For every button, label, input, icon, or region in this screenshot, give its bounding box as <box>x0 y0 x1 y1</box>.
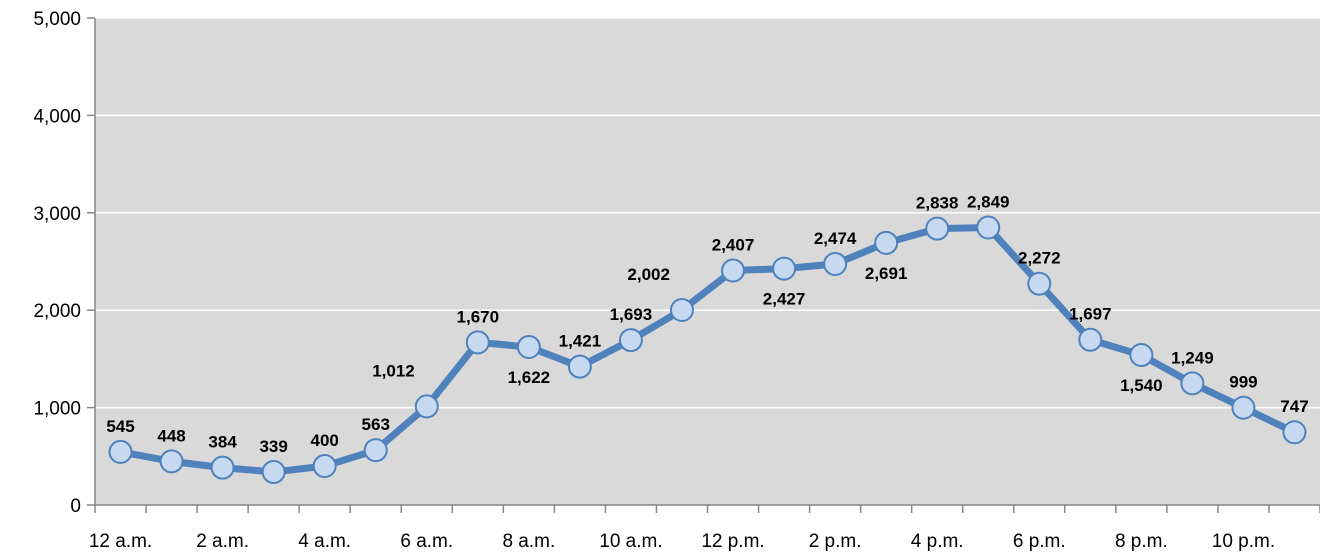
data-point-3 <box>261 459 286 484</box>
data-point-11 <box>669 298 694 323</box>
gridlines <box>95 17 1320 409</box>
data-point-6 <box>414 394 439 419</box>
data-point-14 <box>823 252 848 277</box>
x-tick-label-4: 8 a.m. <box>502 531 555 552</box>
x-tick-label-11: 10 p.m. <box>1212 531 1275 552</box>
data-point-8 <box>516 335 541 360</box>
y-tick-label-3: 3,000 <box>33 204 81 225</box>
y-tick-label-0: 0 <box>70 496 81 517</box>
data-point-0 <box>108 439 133 464</box>
data-point-7 <box>465 330 490 355</box>
plot-area <box>95 18 1320 505</box>
x-tick-label-5: 10 a.m. <box>599 531 662 552</box>
data-point-1 <box>159 449 184 474</box>
data-point-4 <box>312 454 337 479</box>
x-tick-label-10: 8 p.m. <box>1115 531 1168 552</box>
data-label-6: 1,012 <box>372 361 415 380</box>
data-label-5: 563 <box>362 415 390 434</box>
data-label-23: 747 <box>1280 397 1308 416</box>
x-tick-label-9: 6 p.m. <box>1013 531 1066 552</box>
y-tick-label-4: 4,000 <box>33 106 81 127</box>
data-point-13 <box>772 256 797 281</box>
y-tick-label-2: 2,000 <box>33 301 81 322</box>
y-tick-label-1: 1,000 <box>33 399 81 420</box>
data-label-2: 384 <box>208 433 237 452</box>
data-point-22 <box>1231 395 1256 420</box>
data-label-16: 2,838 <box>916 194 959 213</box>
data-label-15: 2,691 <box>865 264 908 283</box>
data-label-21: 1,249 <box>1171 348 1214 367</box>
y-tick-label-5: 5,000 <box>33 9 81 30</box>
data-label-4: 400 <box>311 431 339 450</box>
data-label-0: 545 <box>106 417 134 436</box>
data-label-18: 2,272 <box>1018 249 1061 268</box>
y-axis-ticks: 0 1,000 2,000 3,000 4,000 5,000 <box>33 9 95 517</box>
data-labels: 545 448 384 339 400 563 1,012 1,670 1,622 1,421 1,… <box>106 193 1308 456</box>
data-point-19 <box>1078 327 1103 352</box>
data-point-12 <box>721 258 746 283</box>
data-label-22: 999 <box>1229 373 1257 392</box>
data-label-20: 1,540 <box>1120 376 1163 395</box>
data-label-9: 1,421 <box>559 332 602 351</box>
data-label-10: 1,693 <box>610 305 653 324</box>
data-point-17 <box>976 215 1001 240</box>
data-point-21 <box>1180 371 1205 396</box>
data-label-12: 2,407 <box>712 236 755 255</box>
data-point-18 <box>1027 271 1052 296</box>
data-label-8: 1,622 <box>508 368 551 387</box>
data-point-23 <box>1282 420 1307 445</box>
data-point-10 <box>618 328 643 353</box>
data-point-20 <box>1129 343 1154 368</box>
x-tick-label-8: 4 p.m. <box>911 531 964 552</box>
data-point-15 <box>874 230 899 255</box>
x-tick-label-7: 2 p.m. <box>809 531 862 552</box>
data-label-17: 2,849 <box>967 193 1010 212</box>
data-label-13: 2,427 <box>763 290 806 309</box>
data-label-1: 448 <box>157 426 185 445</box>
data-point-16 <box>925 216 950 241</box>
data-label-7: 1,670 <box>457 307 500 326</box>
x-tick-label-0: 12 a.m. <box>89 531 152 552</box>
x-tick-label-2: 4 a.m. <box>298 531 351 552</box>
data-label-3: 339 <box>259 437 287 456</box>
data-point-9 <box>567 354 592 379</box>
series <box>108 215 1307 484</box>
x-tick-label-3: 6 a.m. <box>400 531 453 552</box>
data-point-5 <box>363 438 388 463</box>
data-label-14: 2,474 <box>814 229 857 248</box>
data-label-11: 2,002 <box>627 265 670 284</box>
x-tick-label-1: 2 a.m. <box>196 531 249 552</box>
data-point-2 <box>210 455 235 480</box>
x-axis-ticks: 12 a.m. 2 a.m. 4 a.m. 6 a.m. 8 a.m. 10 a.m. 12… <box>89 505 1320 552</box>
data-label-19: 1,697 <box>1069 305 1112 324</box>
x-tick-label-6: 12 p.m. <box>701 531 764 552</box>
